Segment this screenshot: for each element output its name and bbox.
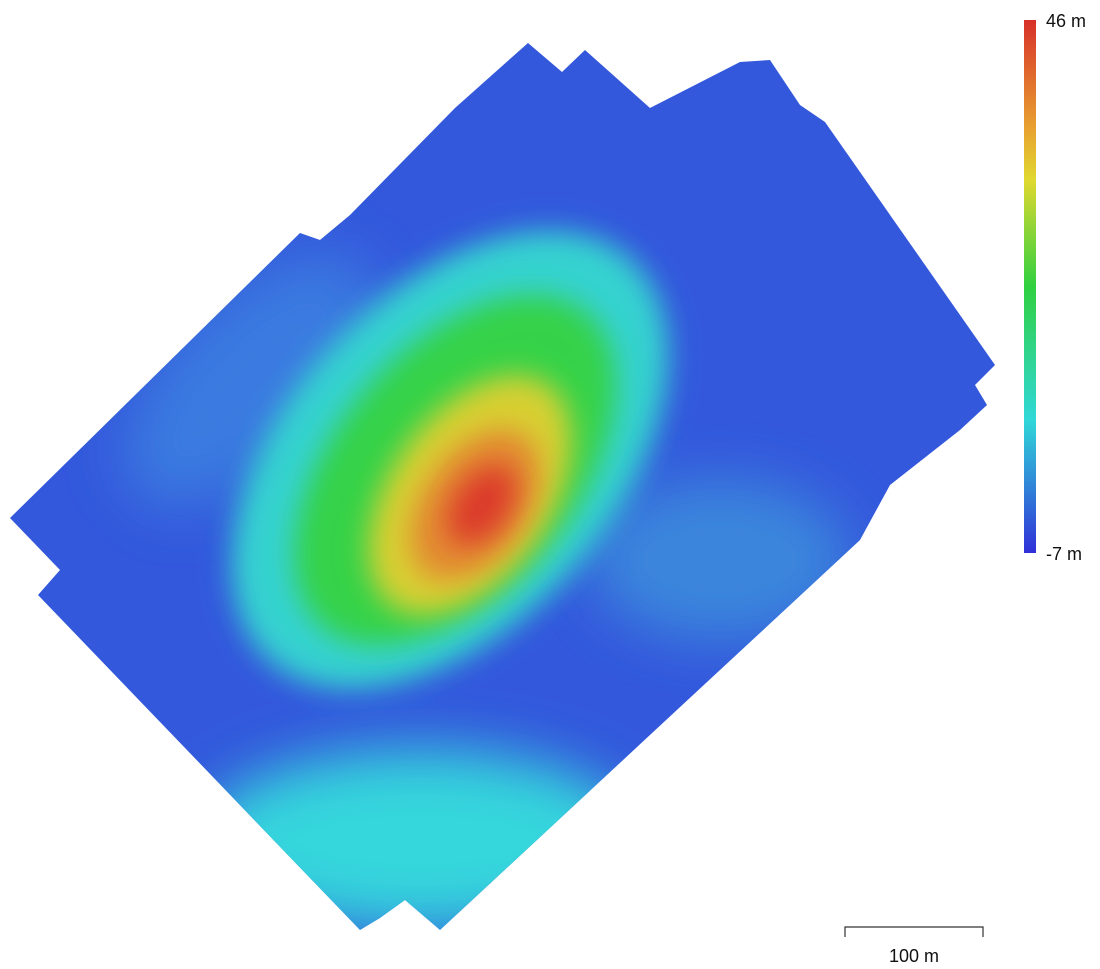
scale-bar bbox=[844, 926, 984, 937]
color-bar bbox=[1024, 20, 1036, 553]
legend-min: -7 m bbox=[1046, 544, 1082, 564]
legend-max: 46 m bbox=[1046, 11, 1086, 31]
scale-label: 100 m bbox=[889, 946, 939, 966]
